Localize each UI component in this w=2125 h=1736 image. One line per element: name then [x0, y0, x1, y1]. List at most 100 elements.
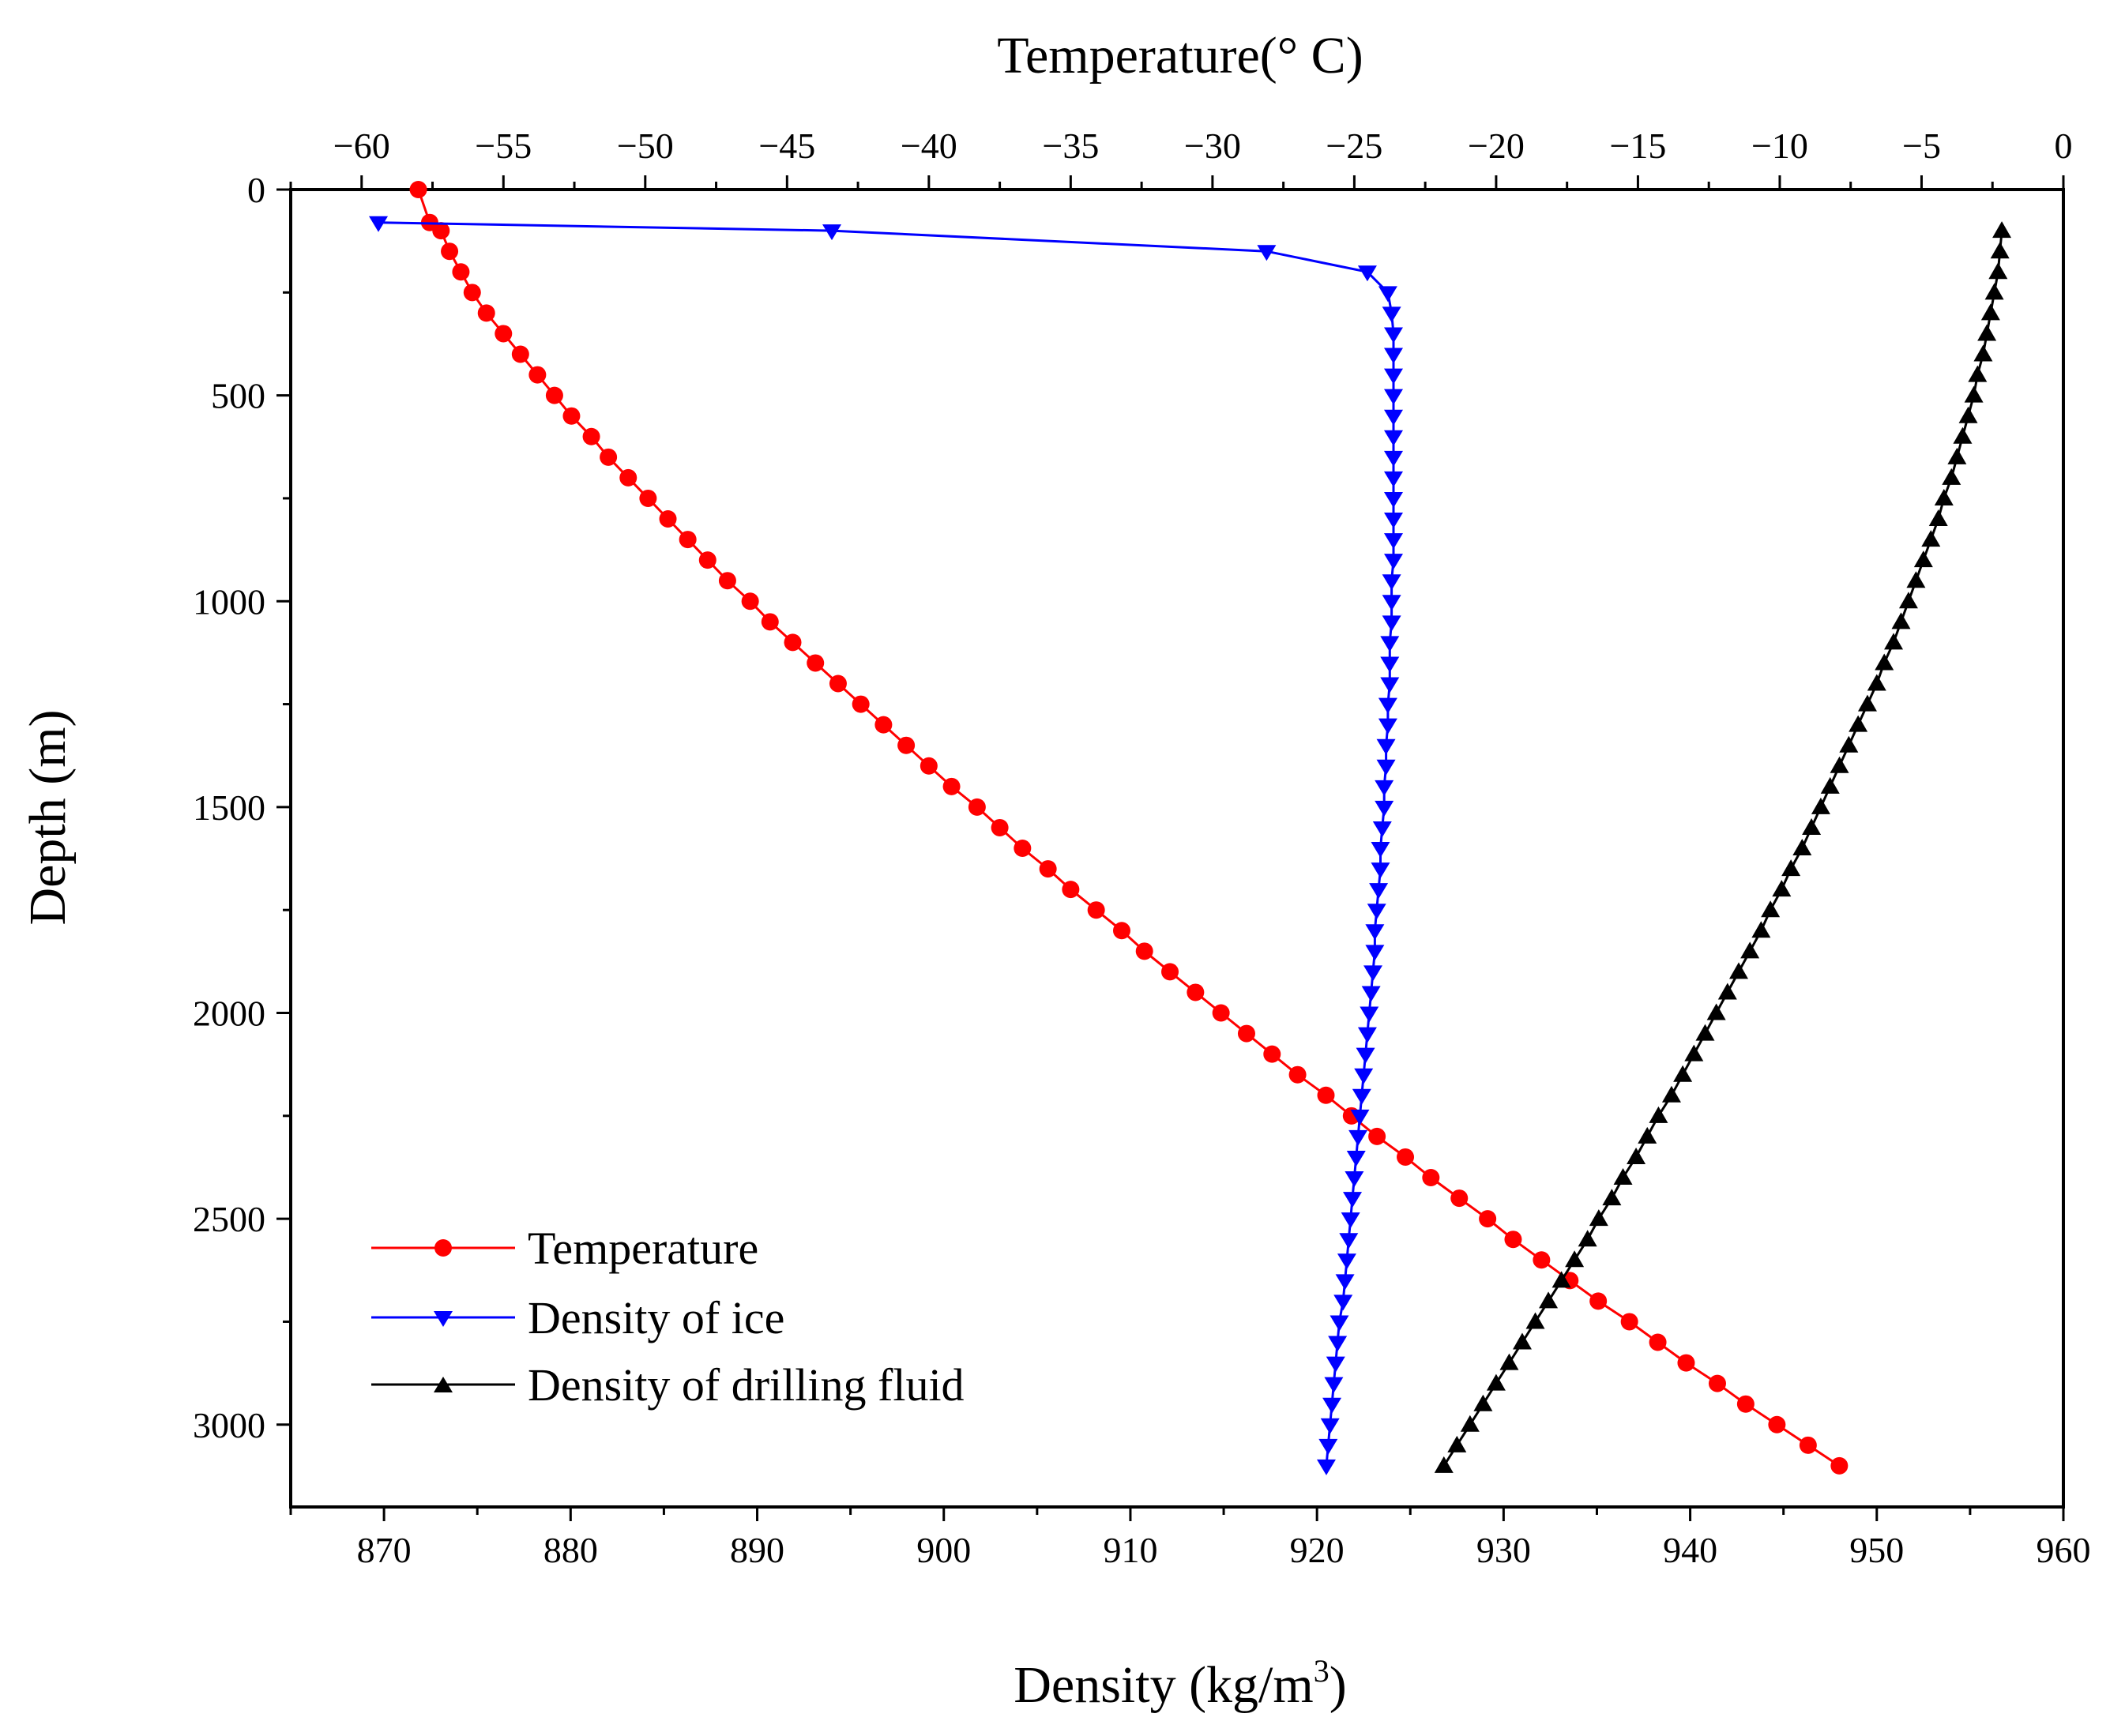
y-axis-tick-label: 2000	[193, 994, 265, 1034]
point-density-of-drilling-fluid	[1913, 550, 1933, 568]
legend-label-density-of-ice: Density of ice	[528, 1292, 784, 1343]
top-axis-title: Temperature(° C)	[997, 27, 1363, 85]
point-density-of-drilling-fluid	[1473, 1394, 1493, 1411]
point-temperature	[852, 695, 870, 713]
series-density-of-drilling-fluid	[1434, 221, 2012, 1473]
point-temperature	[920, 757, 938, 775]
point-density-of-ice	[1357, 265, 1377, 282]
y-axis-tick-label: 0	[247, 170, 265, 210]
point-density-of-ice	[1384, 409, 1404, 426]
point-density-of-drilling-fluid	[1849, 715, 1868, 732]
point-temperature	[432, 222, 450, 240]
top-axis-tick-label: −45	[758, 126, 815, 166]
point-density-of-drilling-fluid	[1990, 242, 2010, 259]
point-density-of-drilling-fluid	[1525, 1312, 1545, 1329]
series-temperature	[409, 181, 1849, 1475]
point-density-of-ice	[1361, 986, 1381, 1002]
point-density-of-drilling-fluid	[1684, 1044, 1704, 1062]
point-temperature	[761, 613, 779, 631]
point-density-of-ice	[1384, 554, 1404, 570]
point-temperature	[582, 427, 600, 445]
point-density-of-ice	[1335, 1274, 1355, 1291]
legend-entry-temperature: Temperature	[371, 1223, 758, 1274]
top-axis-tick-label: −10	[1751, 126, 1808, 166]
point-density-of-drilling-fluid	[1638, 1126, 1657, 1144]
top-axis-tick-label: −5	[1902, 126, 1941, 166]
point-temperature	[1014, 840, 1032, 857]
point-density-of-ice	[1257, 245, 1277, 261]
point-density-of-drilling-fluid	[1928, 509, 1948, 526]
point-temperature	[1187, 983, 1205, 1001]
point-temperature	[1112, 922, 1130, 940]
point-temperature	[1288, 1065, 1307, 1084]
point-density-of-drilling-fluid	[1728, 962, 1748, 979]
point-density-of-ice	[1348, 1129, 1368, 1146]
point-density-of-ice	[1328, 1336, 1348, 1352]
point-density-of-ice	[1384, 513, 1404, 528]
point-density-of-ice	[1354, 1068, 1374, 1084]
point-density-of-drilling-fluid	[1706, 1003, 1726, 1020]
point-density-of-drilling-fluid	[1906, 571, 1926, 588]
point-density-of-ice	[1380, 677, 1400, 693]
point-density-of-ice	[1345, 1171, 1364, 1187]
point-density-of-ice	[1384, 471, 1404, 487]
point-density-of-ice	[1322, 1397, 1342, 1414]
point-density-of-drilling-fluid	[1627, 1147, 1646, 1164]
legend-marker-density-of-ice	[434, 1311, 453, 1327]
y-axis-tick-label: 1500	[193, 787, 265, 828]
point-density-of-drilling-fluid	[1958, 406, 1978, 423]
point-temperature	[991, 818, 1009, 836]
point-density-of-drilling-fluid	[1857, 694, 1877, 712]
point-density-of-drilling-fluid	[1539, 1291, 1559, 1309]
point-density-of-ice	[1367, 904, 1386, 920]
point-density-of-drilling-fluid	[1781, 859, 1801, 877]
point-temperature	[1161, 963, 1179, 981]
point-temperature	[1589, 1292, 1608, 1310]
point-density-of-drilling-fluid	[1673, 1065, 1693, 1082]
point-density-of-ice	[1384, 491, 1404, 508]
bottom-axis-tick-label: 920	[1290, 1530, 1345, 1570]
point-density-of-ice	[1330, 1315, 1349, 1332]
point-temperature	[741, 592, 759, 611]
point-density-of-drilling-fluid	[1792, 839, 1812, 855]
point-density-of-ice	[1380, 636, 1400, 652]
series-layer	[369, 181, 2012, 1475]
bottom-axis-tick-label: 870	[357, 1530, 412, 1570]
top-axis-tick-label: −55	[475, 126, 532, 166]
bottom-axis-tick-label: 900	[916, 1530, 971, 1570]
point-density-of-drilling-fluid	[1898, 592, 1918, 609]
point-temperature	[441, 242, 459, 261]
point-temperature	[897, 736, 916, 754]
top-axis-tick-label: −20	[1468, 126, 1525, 166]
point-density-of-drilling-fluid	[1578, 1230, 1597, 1247]
point-density-of-drilling-fluid	[1802, 817, 1822, 835]
bottom-axis-title-superscript: 3	[1314, 1653, 1330, 1689]
point-density-of-drilling-fluid	[1934, 488, 1954, 505]
point-temperature	[600, 448, 618, 466]
point-temperature	[1039, 860, 1057, 878]
point-density-of-drilling-fluid	[1649, 1106, 1668, 1123]
point-density-of-ice	[1316, 1459, 1336, 1475]
point-temperature	[1504, 1231, 1522, 1249]
point-density-of-ice	[1384, 368, 1404, 385]
point-density-of-ice	[1376, 759, 1396, 776]
point-density-of-ice	[1350, 1109, 1370, 1125]
point-density-of-drilling-fluid	[1512, 1332, 1532, 1350]
y-axis-tick-label: 1000	[193, 581, 265, 622]
point-temperature	[1237, 1024, 1255, 1043]
point-density-of-ice	[1365, 924, 1385, 941]
point-density-of-ice	[369, 216, 389, 232]
point-density-of-ice	[1384, 327, 1404, 344]
point-temperature	[1533, 1251, 1551, 1269]
point-density-of-drilling-fluid	[1820, 776, 1840, 794]
point-density-of-ice	[1343, 1192, 1363, 1208]
point-density-of-ice	[1384, 348, 1404, 364]
point-density-of-drilling-fluid	[1891, 612, 1911, 629]
point-density-of-drilling-fluid	[1551, 1271, 1571, 1288]
point-density-of-drilling-fluid	[1921, 530, 1941, 547]
point-temperature	[1397, 1148, 1415, 1166]
point-temperature	[1062, 881, 1080, 899]
point-density-of-ice	[1382, 595, 1401, 611]
point-temperature	[1799, 1436, 1817, 1454]
